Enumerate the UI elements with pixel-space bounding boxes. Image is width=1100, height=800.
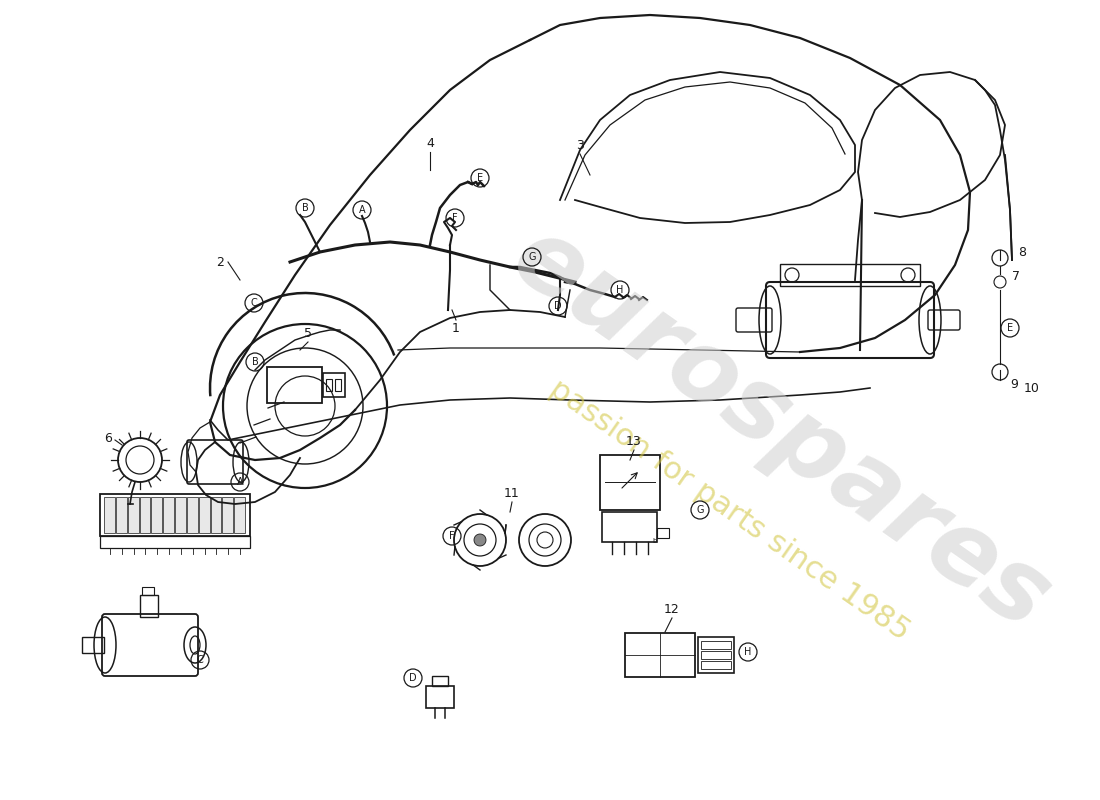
- Text: H: H: [745, 647, 751, 657]
- Circle shape: [474, 534, 486, 546]
- Text: 11: 11: [504, 487, 520, 500]
- Text: 2: 2: [216, 255, 224, 269]
- Text: A: A: [236, 477, 243, 487]
- Text: A: A: [359, 205, 365, 215]
- Text: C: C: [251, 298, 257, 308]
- FancyBboxPatch shape: [222, 497, 233, 533]
- Text: 5: 5: [304, 327, 312, 340]
- Text: 7: 7: [1012, 270, 1020, 282]
- FancyBboxPatch shape: [163, 497, 174, 533]
- Text: B: B: [301, 203, 308, 213]
- Text: 4: 4: [426, 137, 433, 150]
- FancyBboxPatch shape: [234, 497, 245, 533]
- Text: 10: 10: [1024, 382, 1040, 394]
- Text: 3: 3: [576, 139, 584, 152]
- FancyBboxPatch shape: [199, 497, 209, 533]
- Text: H: H: [616, 285, 624, 295]
- FancyBboxPatch shape: [187, 497, 198, 533]
- Text: passion for parts since 1985: passion for parts since 1985: [544, 374, 915, 646]
- Text: B: B: [252, 357, 258, 367]
- Text: E: E: [1006, 323, 1013, 333]
- Text: C: C: [197, 655, 204, 665]
- Text: G: G: [696, 505, 704, 515]
- FancyBboxPatch shape: [116, 497, 127, 533]
- Text: 12: 12: [664, 603, 680, 616]
- Text: E: E: [477, 173, 483, 183]
- Text: D: D: [554, 301, 562, 311]
- FancyBboxPatch shape: [152, 497, 162, 533]
- FancyBboxPatch shape: [104, 497, 114, 533]
- Text: 6: 6: [104, 431, 112, 445]
- FancyBboxPatch shape: [128, 497, 139, 533]
- Text: 13: 13: [626, 435, 642, 448]
- FancyBboxPatch shape: [140, 497, 151, 533]
- FancyBboxPatch shape: [175, 497, 186, 533]
- Text: 1: 1: [452, 322, 460, 334]
- Text: F: F: [449, 531, 454, 541]
- Text: b: b: [652, 538, 657, 544]
- Text: eurospares: eurospares: [493, 209, 1067, 651]
- Text: 8: 8: [1018, 246, 1026, 258]
- FancyBboxPatch shape: [210, 497, 221, 533]
- Text: D: D: [409, 673, 417, 683]
- Text: 9: 9: [1010, 378, 1018, 390]
- Text: F: F: [452, 213, 458, 223]
- Text: G: G: [528, 252, 536, 262]
